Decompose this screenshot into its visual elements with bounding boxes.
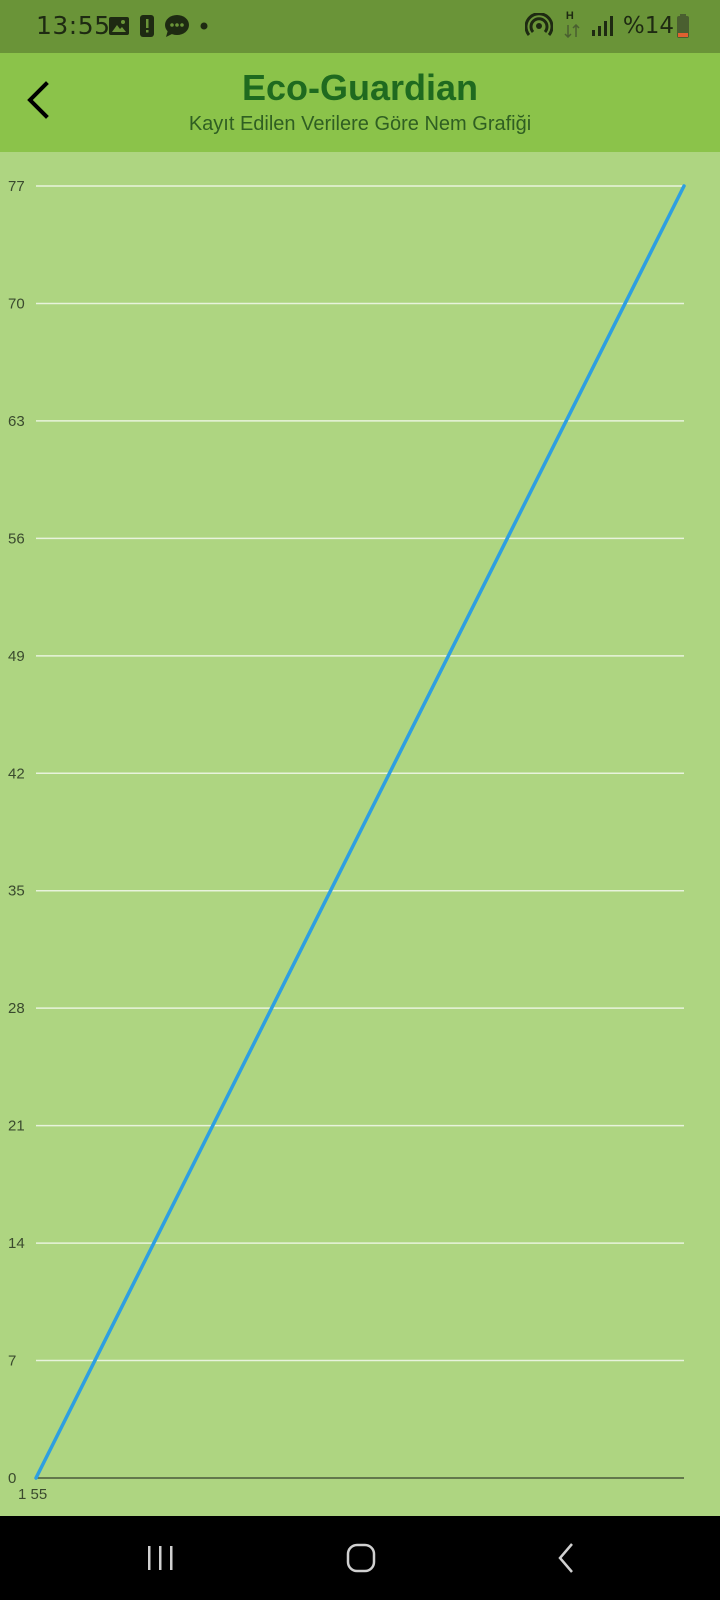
y-tick-label: 56	[8, 530, 25, 547]
image-icon	[109, 17, 129, 35]
system-nav-bar	[0, 1516, 720, 1600]
y-tick-label: 35	[8, 883, 25, 900]
y-tick-label: 21	[8, 1118, 25, 1135]
dot-icon	[200, 22, 208, 30]
app-bar: Eco-Guardian Kayıt Edilen Verilere Göre …	[0, 53, 720, 152]
y-tick-label: 49	[8, 648, 25, 665]
recents-button[interactable]	[138, 1538, 182, 1578]
series-line	[34, 184, 686, 1480]
y-tick-label: 7	[8, 1353, 16, 1370]
back-icon	[558, 1543, 573, 1573]
nav-back-button[interactable]	[544, 1538, 588, 1578]
alert-icon	[140, 15, 154, 37]
status-time: 13:55	[36, 11, 111, 40]
notification-icons	[108, 14, 210, 38]
chevron-left-icon	[27, 81, 49, 119]
y-tick-label: 42	[8, 765, 25, 782]
chart-canvas: 0 7 14 21 28 35 42 49 56 63 70 77 1 55	[8, 178, 686, 1503]
y-tick-label: 77	[8, 178, 25, 195]
battery-percent: %14	[622, 13, 674, 39]
y-tick-label: 0	[8, 1470, 16, 1487]
data-arrows-icon: H	[563, 10, 581, 40]
y-tick-label: 14	[8, 1235, 25, 1252]
home-icon	[346, 1543, 376, 1573]
y-tick-label: 63	[8, 413, 25, 430]
app-subtitle: Kayıt Edilen Verilere Göre Nem Grafiği	[188, 113, 532, 135]
battery-icon	[677, 14, 689, 38]
app-title: Eco-Guardian	[241, 67, 479, 108]
y-tick-label: 28	[8, 1000, 25, 1017]
signal-icon	[591, 16, 613, 36]
humidity-chart: 0 7 14 21 28 35 42 49 56 63 70 77 1 55	[0, 152, 720, 1516]
recents-icon	[148, 1546, 173, 1570]
home-button[interactable]	[340, 1538, 384, 1578]
back-button[interactable]	[18, 78, 58, 122]
system-icons: H %14	[524, 10, 690, 40]
y-tick-label: 70	[8, 295, 25, 312]
chat-icon	[165, 15, 189, 37]
x-tick-label: 1 55	[18, 1486, 47, 1503]
status-bar: 13:55 H	[0, 0, 720, 53]
hotspot-icon	[524, 13, 553, 36]
network-type-label: H	[565, 10, 574, 22]
